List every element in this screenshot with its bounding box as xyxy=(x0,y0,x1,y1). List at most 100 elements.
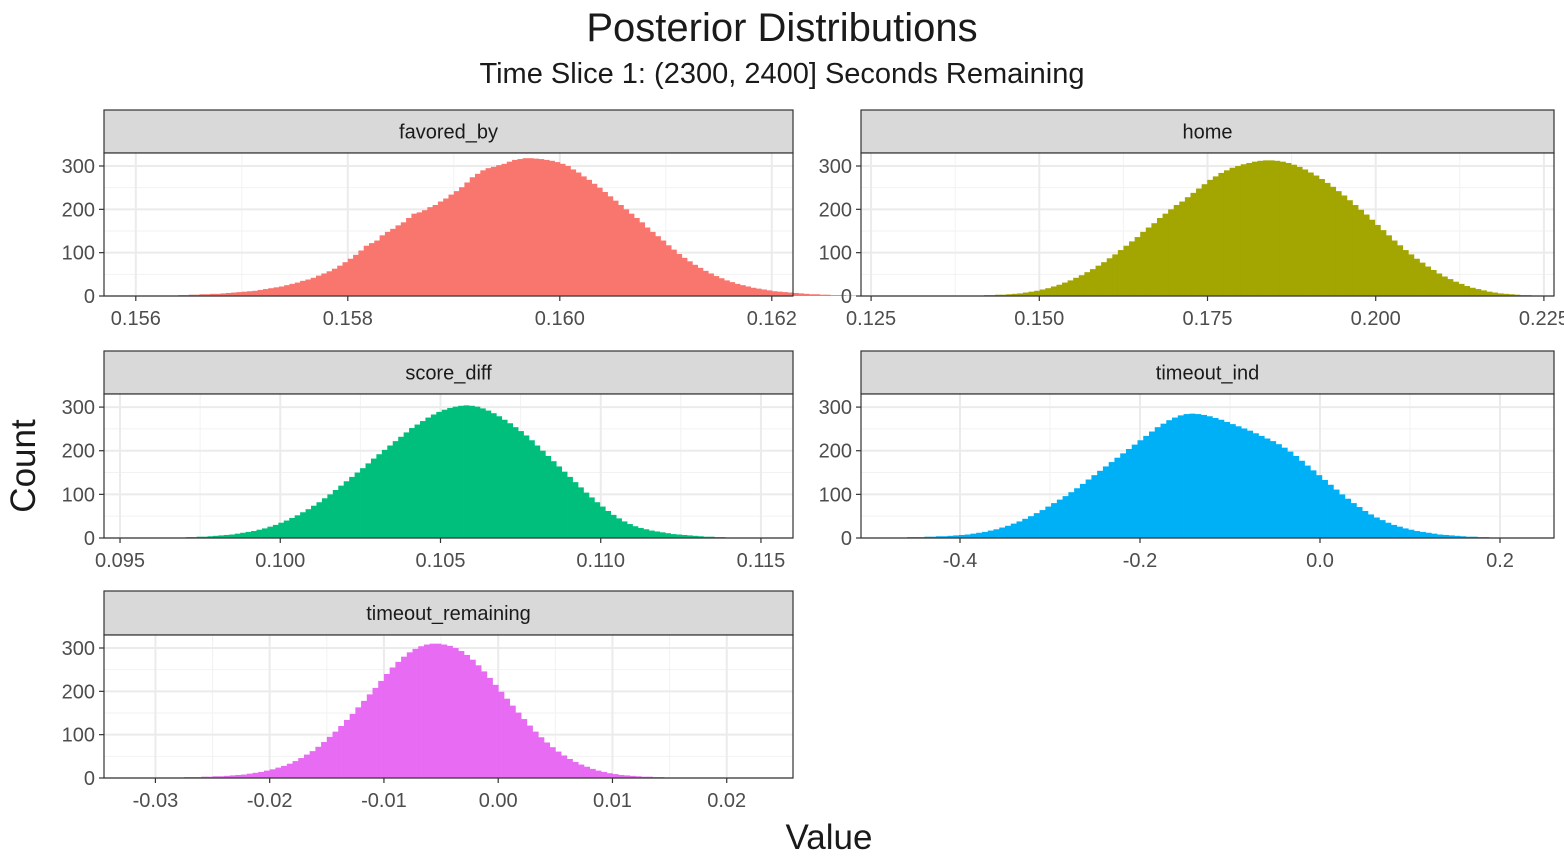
histogram-bar xyxy=(1431,533,1438,538)
histogram-bar xyxy=(1045,506,1052,538)
histogram-bar xyxy=(766,290,773,296)
histogram-bar xyxy=(1160,423,1167,538)
histogram-bar xyxy=(1330,186,1337,296)
histogram-bar xyxy=(1458,283,1465,296)
histogram-bar xyxy=(1022,292,1029,296)
histogram-bar xyxy=(1212,176,1219,296)
y-tick-label: 300 xyxy=(819,397,852,419)
histogram-bar xyxy=(1062,282,1069,296)
histogram-bar xyxy=(1074,488,1081,538)
histogram-bar xyxy=(1106,258,1113,296)
histogram-bar xyxy=(703,536,710,538)
histogram-bar xyxy=(441,644,448,778)
y-tick-label: 0 xyxy=(841,286,852,308)
histogram-bar xyxy=(1263,160,1270,296)
histogram-bar xyxy=(1471,536,1478,538)
histogram-bar xyxy=(1039,289,1046,296)
histogram-bar xyxy=(1302,169,1309,296)
histogram-bar xyxy=(369,243,375,296)
histogram-bar xyxy=(215,293,221,296)
histogram-bar xyxy=(1089,269,1096,296)
histogram-bar xyxy=(443,198,449,296)
histogram-bar xyxy=(202,536,208,538)
histogram-bar xyxy=(1218,419,1225,538)
histogram-bar xyxy=(358,250,365,296)
y-tick-label: 0 xyxy=(841,528,852,550)
histogram-bar xyxy=(432,205,439,296)
histogram-bar xyxy=(435,643,442,778)
histogram-bar xyxy=(665,533,671,538)
histogram-bar xyxy=(490,413,497,538)
histogram-bar xyxy=(618,205,624,296)
histogram-bar xyxy=(543,159,550,296)
histogram-bar xyxy=(993,529,1000,538)
histogram-bar xyxy=(618,774,625,778)
histogram-bar xyxy=(648,530,655,538)
histogram-bar xyxy=(586,179,592,296)
histogram-bar xyxy=(1229,424,1236,538)
histogram-bar xyxy=(338,485,345,538)
histogram-bar xyxy=(1196,188,1203,296)
histogram-bar xyxy=(223,534,230,538)
histogram-bar xyxy=(556,466,563,538)
histogram-bar xyxy=(555,751,562,778)
histogram-bar xyxy=(398,436,405,538)
histogram-bar xyxy=(387,445,394,538)
histogram-bar xyxy=(1448,535,1455,538)
histogram-bar xyxy=(607,196,614,296)
histogram-bar xyxy=(429,643,436,778)
histogram-bar xyxy=(292,761,299,778)
histogram-bar xyxy=(201,776,208,778)
x-tick-label: 0.156 xyxy=(111,308,161,330)
histogram-bar xyxy=(518,431,524,538)
histogram-bar xyxy=(1016,521,1023,538)
histogram-bar xyxy=(245,531,252,538)
histogram-bar xyxy=(1350,503,1357,538)
histogram-bar xyxy=(389,667,396,778)
histogram-bar xyxy=(463,654,471,778)
histogram-bar xyxy=(729,282,736,296)
histogram-bar xyxy=(349,713,356,778)
histogram-bar xyxy=(1183,414,1190,538)
histogram-bar xyxy=(1441,276,1448,296)
histogram-bar xyxy=(958,534,966,538)
histogram-bar xyxy=(418,646,425,778)
histogram-bar xyxy=(347,258,354,296)
histogram-bar xyxy=(321,742,328,778)
histogram-bar xyxy=(1373,517,1380,538)
histogram-bar xyxy=(326,736,333,778)
histogram-bar xyxy=(1101,262,1108,296)
histogram-bar xyxy=(1452,281,1459,296)
y-tick-label: 300 xyxy=(62,638,95,660)
histogram-bar xyxy=(1235,166,1242,296)
histogram-bar xyxy=(343,481,350,538)
histogram-bar xyxy=(240,532,247,538)
histogram-bar xyxy=(655,236,661,296)
histogram-bar xyxy=(1078,275,1085,296)
facet-panel-timeout_ind: timeout_ind -0.4 -0.2 0.0 0.2 0 100 200 300 xyxy=(819,350,1555,572)
histogram-bar xyxy=(626,524,633,538)
histogram-bar xyxy=(1212,418,1219,538)
x-tick-label: -0.2 xyxy=(1123,550,1157,572)
histogram-bar xyxy=(1084,272,1091,296)
histogram-bar xyxy=(463,405,470,538)
histogram-bar xyxy=(1419,531,1426,538)
x-tick-label: 0.0 xyxy=(1306,550,1334,572)
histogram-bar xyxy=(1369,219,1376,296)
histogram-bar xyxy=(1240,164,1247,296)
histogram-bar xyxy=(1367,514,1375,538)
histogram-bar xyxy=(1045,288,1052,296)
histogram-bar xyxy=(1408,254,1415,296)
histogram-bar xyxy=(787,292,794,296)
histogram-bar xyxy=(676,253,683,296)
histogram-bar xyxy=(1173,205,1180,296)
histogram-bar xyxy=(229,534,236,538)
histogram-bar xyxy=(272,524,279,538)
histogram-bar xyxy=(251,531,257,538)
histogram-bar xyxy=(275,767,282,778)
histogram-bar xyxy=(392,441,399,538)
histogram-bar xyxy=(241,774,248,778)
histogram-bar xyxy=(310,277,317,296)
histogram-bar xyxy=(1034,290,1041,296)
histogram-bar xyxy=(378,680,385,778)
